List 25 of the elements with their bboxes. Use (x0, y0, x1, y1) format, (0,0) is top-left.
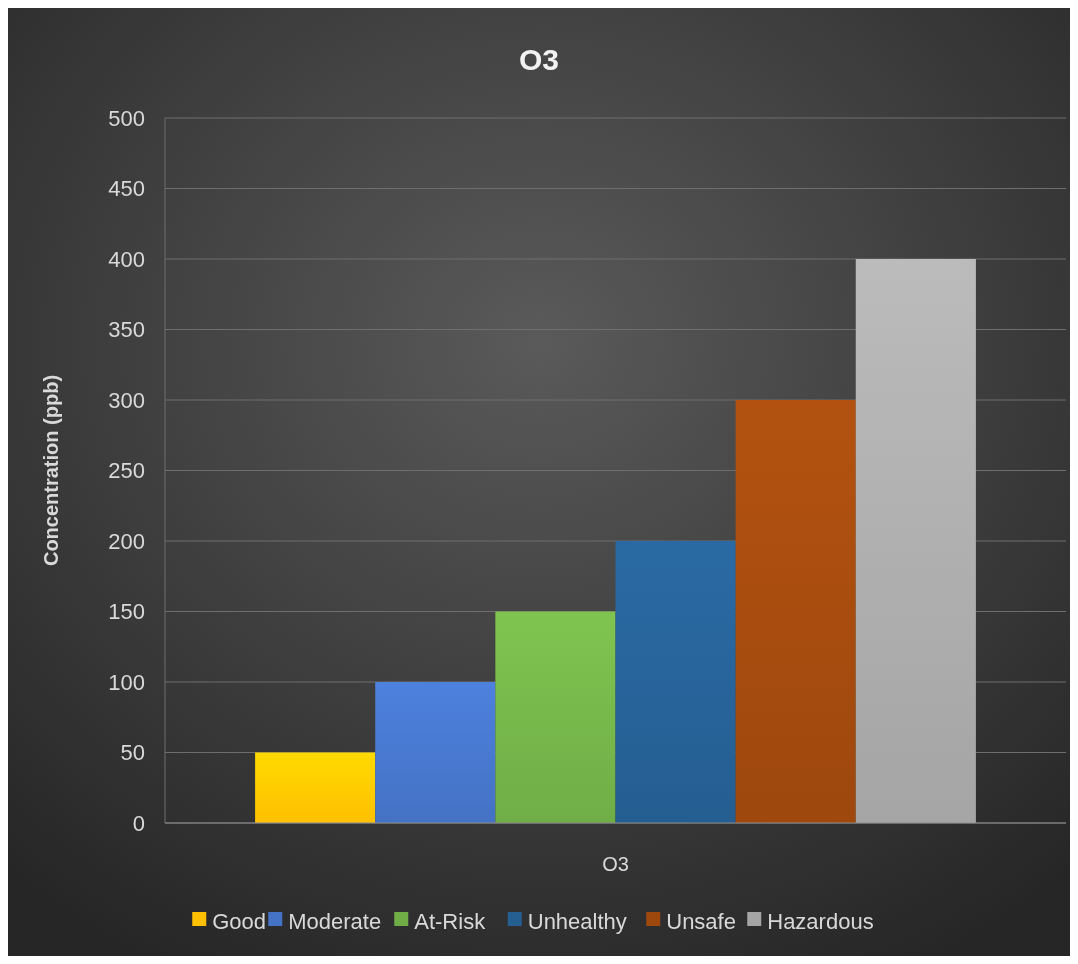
y-tick-label: 100 (108, 669, 145, 695)
y-tick-label: 150 (108, 599, 145, 625)
y-tick-label: 300 (108, 387, 145, 413)
bar (495, 611, 616, 823)
bar (255, 752, 376, 823)
y-tick-label: 500 (108, 105, 145, 131)
y-axis-title: Concentration (ppb) (40, 374, 62, 567)
bar (615, 541, 736, 823)
bar (375, 682, 496, 823)
y-tick-label: 450 (108, 176, 145, 202)
legend-label: Moderate (288, 908, 382, 934)
y-tick-label: 50 (120, 740, 145, 766)
bar (855, 259, 976, 823)
y-tick-label: 400 (108, 246, 145, 272)
legend-label: Good (212, 908, 267, 934)
legend-label: Unhealthy (527, 908, 627, 934)
y-tick-label: 200 (108, 528, 145, 554)
legend-label: Unsafe (666, 908, 736, 934)
y-tick-label: 0 (132, 810, 145, 836)
legend-label: At-Risk (414, 908, 487, 934)
y-tick-label: 250 (108, 458, 145, 484)
chart-title: O3 (518, 43, 560, 76)
legend-label: Hazardous (767, 908, 874, 934)
bar (735, 400, 856, 823)
y-tick-label: 350 (108, 317, 145, 343)
